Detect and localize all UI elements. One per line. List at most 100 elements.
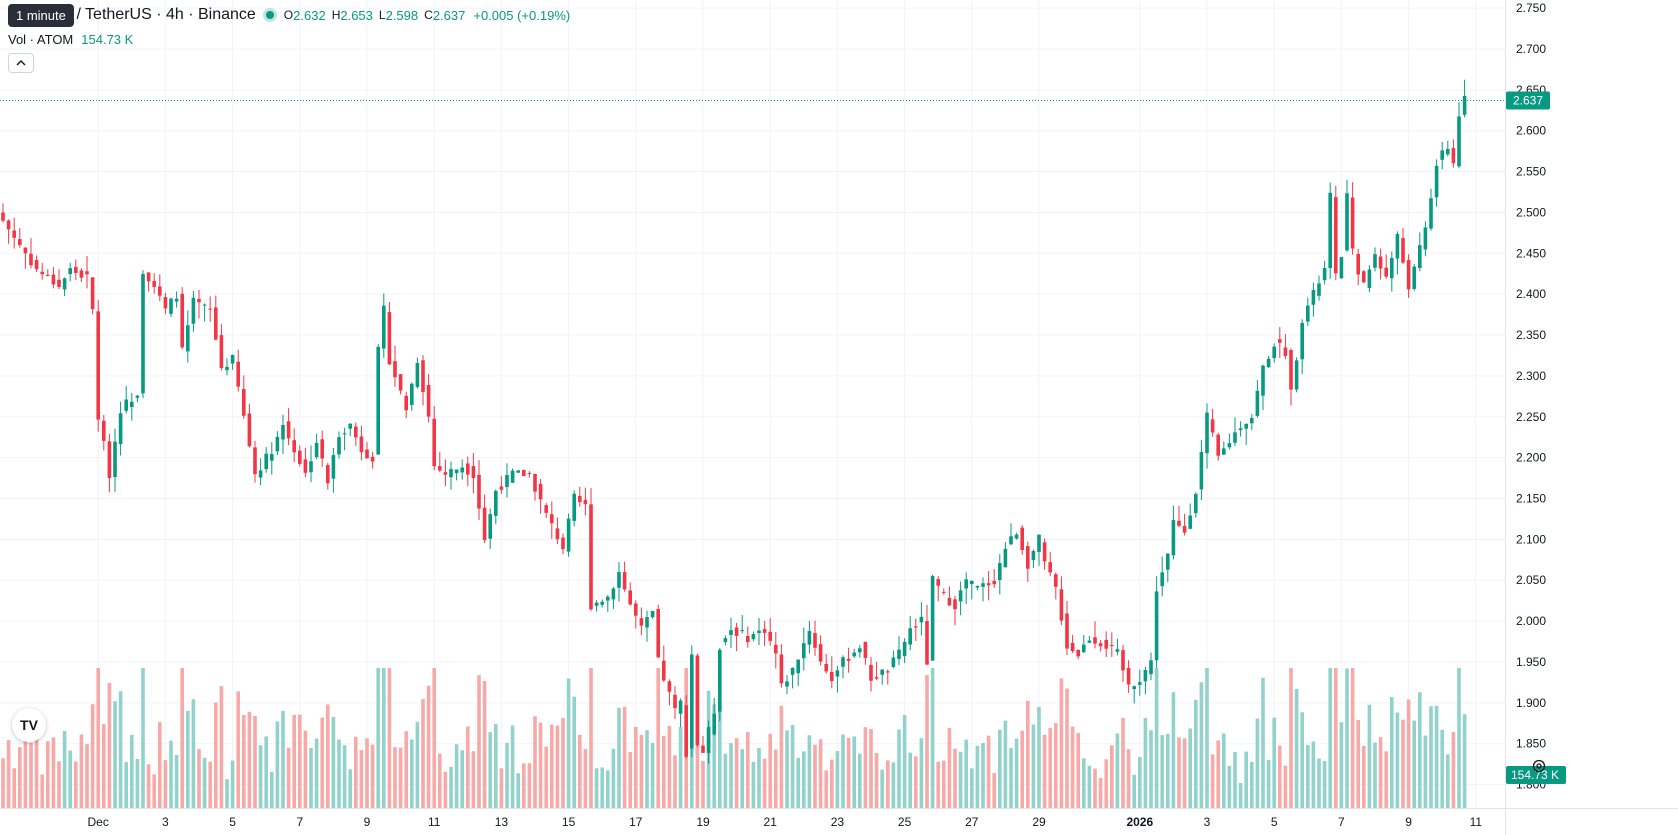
volume-bar [522, 763, 526, 808]
candle-body [12, 230, 16, 238]
candle-body [376, 346, 380, 455]
candle-body [958, 590, 963, 602]
candle-body [281, 425, 285, 440]
candle-body [1154, 591, 1159, 661]
volume-bar [214, 702, 218, 808]
candle-body [914, 626, 918, 628]
candle-body [202, 304, 207, 306]
x-tick-label: Dec [88, 815, 109, 829]
candle-body [1132, 686, 1136, 690]
volume-bar [807, 735, 812, 808]
volume-bar [454, 744, 459, 808]
volume-title[interactable]: Vol · ATOM [8, 32, 74, 47]
gear-icon[interactable] [1530, 757, 1548, 775]
volume-bar [835, 751, 840, 808]
candle-body [673, 694, 677, 709]
volume-bar [667, 725, 672, 808]
candle-body [684, 705, 688, 757]
candle-body [701, 745, 705, 753]
volume-bar [1462, 714, 1467, 808]
volume-bar [146, 764, 151, 808]
candle-body [1440, 150, 1444, 160]
volume-bar [68, 750, 72, 808]
candle-body [1406, 260, 1411, 290]
price-axis[interactable]: 2.7502.7002.6502.6002.5502.5002.4502.400… [1516, 1, 1546, 791]
candle-body [1138, 682, 1142, 685]
candle-body [1462, 95, 1467, 115]
volume-bar [1384, 751, 1388, 808]
close-value: 2.637 [432, 7, 466, 23]
time-axis[interactable]: Dec 3 5 7 9 11 13 15 17 19 21 23 25 27 29 2026 3 5 7 9 11 [88, 815, 1483, 829]
candle-body [600, 601, 604, 605]
volume-bar [650, 742, 655, 808]
volume-bar [74, 761, 78, 808]
volume-bar [57, 761, 61, 808]
y-tick-label: 2.000 [1516, 614, 1546, 628]
y-tick-label: 2.400 [1516, 287, 1546, 301]
volume-bar [1406, 699, 1411, 808]
candle-body [925, 621, 929, 665]
volume-legend: Vol · ATOM 154.73 K [8, 32, 133, 47]
volume-bar [499, 768, 504, 808]
volume-bar [908, 752, 912, 808]
tradingview-logo-icon[interactable]: TV [12, 708, 46, 742]
candle-body [919, 616, 924, 623]
volume-bar [118, 691, 123, 808]
volume-bar [757, 748, 761, 808]
volume-value: 154.73 K [81, 32, 134, 47]
volume-bar [1048, 727, 1052, 808]
candle-body [426, 384, 431, 417]
candle-body [1367, 269, 1372, 288]
volume-bar [432, 668, 436, 808]
candle-body [1401, 238, 1405, 263]
candle-body [852, 652, 856, 657]
candle-body [1356, 253, 1360, 275]
volume-bar [51, 737, 56, 808]
volume-bar [370, 744, 375, 808]
candle-body [1003, 548, 1008, 568]
y-tick-label: 2.600 [1516, 124, 1546, 138]
volume-bar [79, 734, 84, 808]
volume-bar [830, 759, 834, 808]
candle-body [1054, 574, 1058, 587]
candle-body [432, 418, 436, 467]
candle-body [1378, 256, 1383, 269]
volume-bar [897, 729, 901, 808]
candle-body [118, 413, 123, 445]
candle-body [1451, 148, 1456, 164]
x-tick-label: 3 [162, 815, 169, 829]
volume-bar [639, 734, 644, 808]
volume-bar [818, 739, 823, 808]
volume-tag-bg [1506, 766, 1566, 784]
x-tick-label: 11 [428, 815, 441, 829]
y-tick-label: 2.300 [1516, 369, 1546, 383]
candle-body [779, 654, 784, 684]
volume-bar [1037, 706, 1041, 808]
volume-bar [1126, 749, 1131, 808]
candle-body [807, 631, 812, 645]
candle-body [1042, 542, 1047, 562]
volume-bar [964, 739, 968, 808]
candle-body [1171, 520, 1176, 556]
x-tick-label: 7 [1338, 815, 1345, 829]
candle-body [634, 603, 638, 616]
volume-bar [1149, 730, 1153, 808]
x-tick-label: 19 [696, 815, 710, 829]
volume-bar [1423, 735, 1428, 808]
volume-bar [975, 745, 980, 808]
candle-body [1255, 390, 1260, 416]
close-label: C [424, 8, 433, 22]
open-label: O [283, 8, 294, 22]
volume-bar [275, 721, 280, 808]
candle-body [348, 423, 352, 429]
collapse-legend-button[interactable] [8, 53, 34, 73]
volume-bar [1266, 760, 1271, 808]
symbol-title[interactable]: s / TetherUS · 4h · Binance [64, 6, 256, 23]
high-value: 2.653 [340, 7, 373, 23]
volume-bar [594, 768, 599, 808]
y-tick-label: 2.550 [1516, 165, 1546, 179]
volume-bar [376, 668, 380, 808]
candle-body [74, 266, 78, 273]
